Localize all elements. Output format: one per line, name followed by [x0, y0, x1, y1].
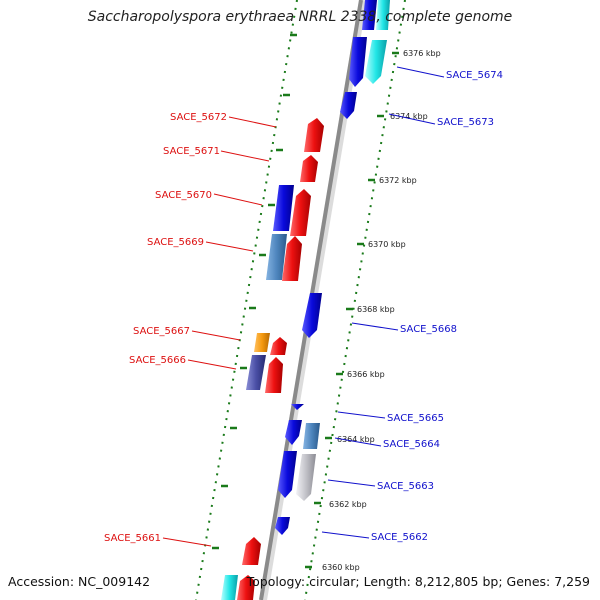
- gene-label-sace-5662[interactable]: SACE_5662: [371, 532, 428, 543]
- gene-arrow-top-blue[interactable]: [362, 0, 377, 30]
- accession-text: Accession: NC_009142: [8, 574, 151, 589]
- gene-arrow-bottom-red[interactable]: [237, 575, 255, 600]
- gene-arrow-sace-5663-blue[interactable]: [278, 451, 297, 498]
- map-title: Saccharopolyspora erythraea NRRL 2338, c…: [87, 9, 513, 25]
- gene-label-sace-5667[interactable]: SACE_5667: [133, 326, 190, 337]
- gene-arrow-sace-5661[interactable]: [242, 537, 261, 565]
- gene-block-sace-5666-indigo[interactable]: [246, 355, 266, 390]
- gene-label-sace-5664[interactable]: SACE_5664: [383, 439, 440, 450]
- gene-arrow-top-cyan[interactable]: [376, 0, 390, 30]
- right-leader-lines: [321, 66, 445, 539]
- gene-label-sace-5672[interactable]: SACE_5672: [170, 112, 227, 123]
- left-gene-labels: SACE_5672 SACE_5671 SACE_5670 SACE_5669 …: [104, 112, 227, 544]
- inner-major-ticks: [212, 33, 297, 550]
- scale-label: 6362 kbp: [329, 500, 367, 509]
- gene-arrow-sace-5666-red[interactable]: [265, 357, 283, 393]
- gene-block-sace-5667-orange[interactable]: [254, 333, 270, 352]
- inner-track-genes: [221, 185, 294, 600]
- gene-arrow-sace-5663-silver[interactable]: [296, 454, 316, 501]
- gene-arrow-sace-5665[interactable]: [291, 404, 304, 410]
- gene-label-sace-5665[interactable]: SACE_5665: [387, 413, 444, 424]
- gene-label-sace-5661[interactable]: SACE_5661: [104, 533, 161, 544]
- scale-label: 6360 kbp: [322, 563, 360, 572]
- gene-arrow-sace-5673[interactable]: [340, 92, 357, 119]
- gene-label-sace-5666[interactable]: SACE_5666: [129, 355, 186, 366]
- gene-arrow-sace-5668[interactable]: [302, 293, 322, 338]
- gene-label-sace-5674[interactable]: SACE_5674: [446, 70, 503, 81]
- gene-label-sace-5671[interactable]: SACE_5671: [163, 146, 220, 157]
- gene-block-sace-5669-steel[interactable]: [266, 234, 287, 280]
- outer-major-ticks: [305, 51, 399, 569]
- scale-labels: 6376 kbp 6374 kbp 6372 kbp 6370 kbp 6368…: [322, 49, 441, 572]
- gene-block-sace-5670-blue[interactable]: [273, 185, 294, 231]
- gene-arrow-sace-5672[interactable]: [304, 118, 324, 152]
- scale-label: 6374 kbp: [390, 112, 428, 121]
- gene-arrow-sace-5674-blue[interactable]: [349, 37, 367, 87]
- gene-arrow-sace-5671[interactable]: [300, 155, 318, 182]
- gene-arrow-sace-5669-red[interactable]: [282, 236, 302, 281]
- reverse-strand-genes: [275, 0, 390, 535]
- gene-label-sace-5668[interactable]: SACE_5668: [400, 324, 457, 335]
- gene-label-sace-5670[interactable]: SACE_5670: [155, 190, 212, 201]
- gene-arrow-sace-5664-blue[interactable]: [285, 420, 302, 445]
- gene-arrow-sace-5664-steel[interactable]: [303, 423, 320, 449]
- gene-label-sace-5673[interactable]: SACE_5673: [437, 117, 494, 128]
- gene-arrow-sace-5662[interactable]: [275, 517, 290, 535]
- scale-label: 6368 kbp: [357, 305, 395, 314]
- gene-label-sace-5669[interactable]: SACE_5669: [147, 237, 204, 248]
- gene-label-sace-5663[interactable]: SACE_5663: [377, 481, 434, 492]
- scale-label: 6376 kbp: [403, 49, 441, 58]
- gene-block-bottom-cyan[interactable]: [221, 575, 238, 600]
- outer-tick-ring: [304, 0, 406, 600]
- left-leader-lines: [162, 116, 277, 547]
- topology-text: Topology: circular; Length: 8,212,805 bp…: [246, 574, 590, 589]
- scale-label: 6372 kbp: [379, 176, 417, 185]
- right-gene-labels: SACE_5674 SACE_5673 SACE_5668 SACE_5665 …: [371, 70, 503, 543]
- scale-label: 6364 kbp: [337, 435, 375, 444]
- scale-label: 6366 kbp: [347, 370, 385, 379]
- scale-label: 6370 kbp: [368, 240, 406, 249]
- gene-arrow-sace-5670-red[interactable]: [290, 189, 311, 236]
- inner-tick-ring: [195, 0, 298, 600]
- forward-strand-genes: [237, 118, 324, 600]
- gene-arrow-sace-5674-cyan[interactable]: [365, 40, 387, 84]
- gene-arrow-sace-5667-red[interactable]: [270, 337, 287, 355]
